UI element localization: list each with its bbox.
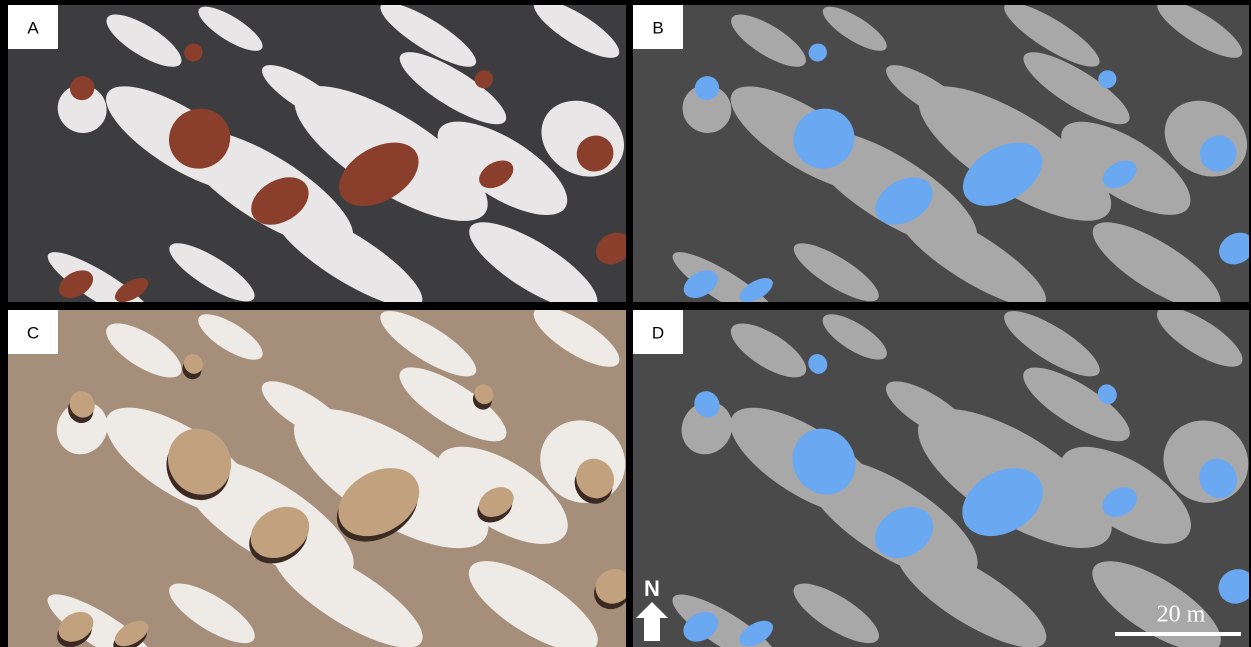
panel-label: A: [27, 18, 39, 37]
panel-label: C: [27, 323, 39, 342]
panel: [8, 0, 638, 332]
north-label: N: [644, 576, 660, 601]
panel-image: [8, 0, 638, 332]
scale-bar-label: 20 m: [1157, 602, 1206, 628]
panel-label: D: [652, 323, 664, 342]
panel: [633, 0, 1251, 332]
panel-label: B: [652, 18, 663, 37]
panel-image: [633, 0, 1251, 332]
panel: [8, 296, 641, 647]
panel-image: [633, 297, 1251, 647]
figure: A B C D N 20 m: [0, 0, 1251, 647]
panel: [633, 297, 1251, 647]
panel-image: [8, 296, 641, 647]
scale-bar-line: [1115, 632, 1241, 636]
